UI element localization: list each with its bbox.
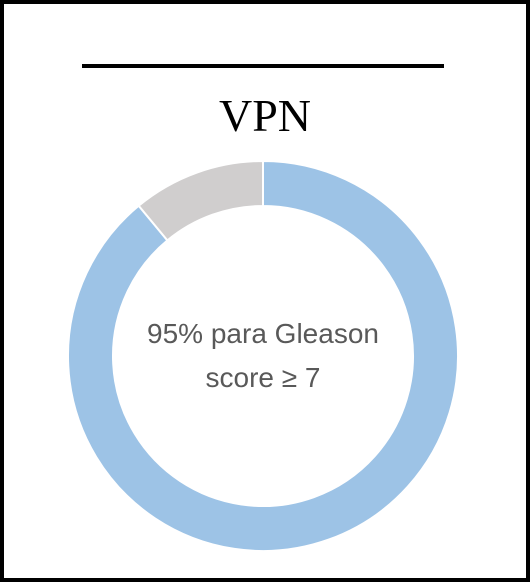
- top-rule: [82, 64, 444, 68]
- donut-slice-1: [67, 159, 459, 552]
- donut-slices: [67, 159, 459, 552]
- center-label-line-2: score ≥ 7: [205, 362, 321, 393]
- donut-slice-2: [137, 159, 264, 242]
- center-label-line-1: 95% para Gleason: [147, 318, 379, 349]
- center-label: 95% para Gleason score ≥ 7: [100, 312, 426, 400]
- chart-title: VPN: [218, 90, 312, 141]
